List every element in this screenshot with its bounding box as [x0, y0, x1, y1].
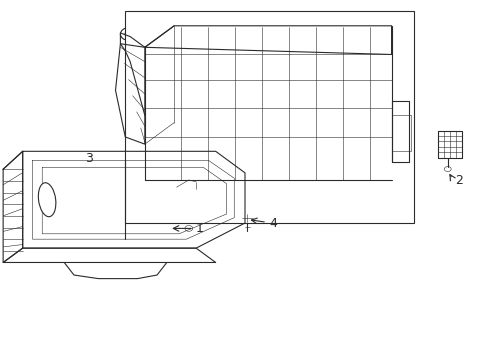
Bar — [125, 12, 414, 223]
Text: 3: 3 — [85, 152, 93, 165]
Text: 2: 2 — [455, 174, 463, 188]
Text: 4: 4 — [270, 216, 277, 230]
Text: 1: 1 — [196, 222, 204, 235]
Ellipse shape — [38, 183, 56, 217]
